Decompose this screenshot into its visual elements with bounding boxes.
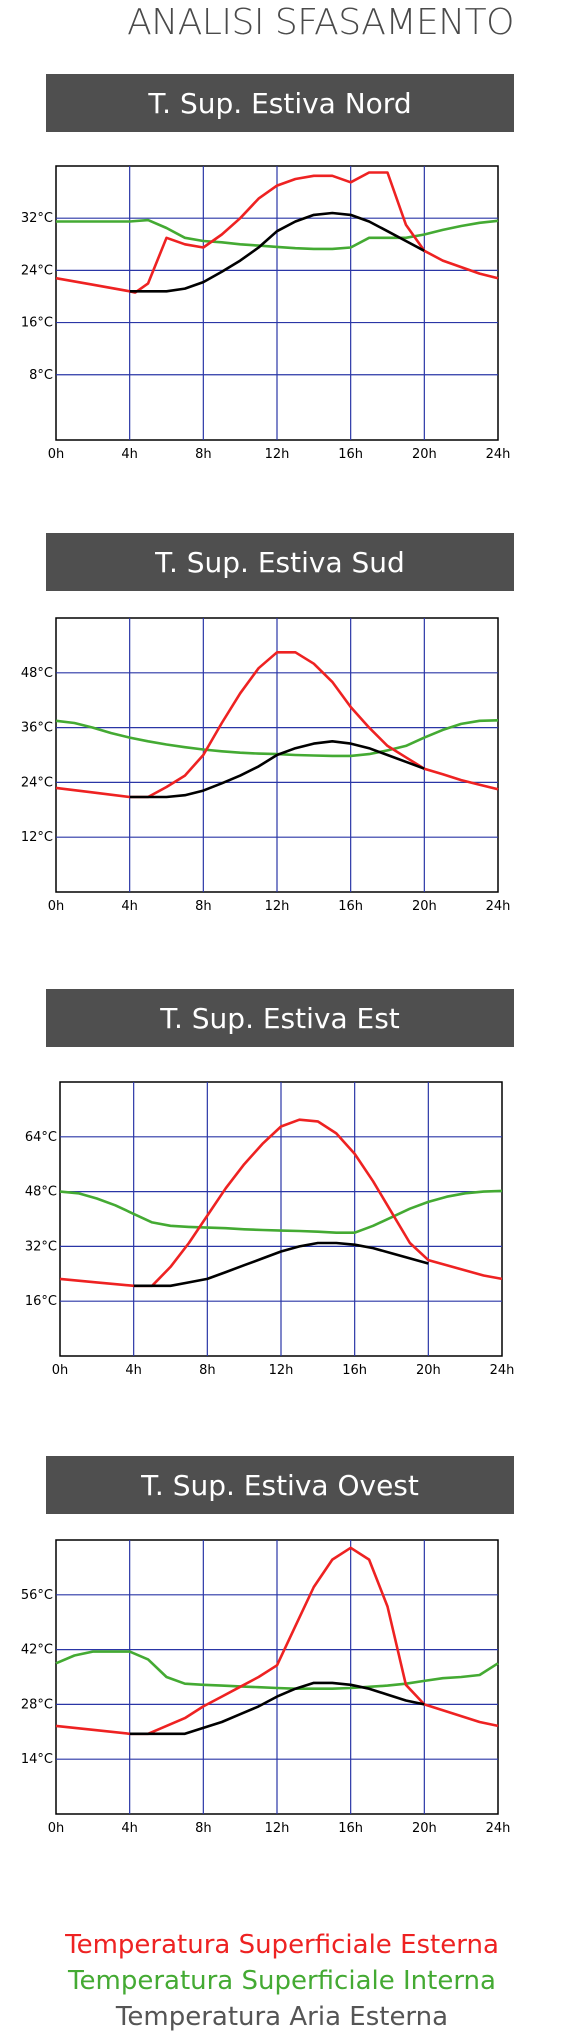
x-tick-label: 20h (412, 899, 437, 914)
x-tick-label: 4h (125, 1363, 142, 1378)
x-tick-label: 8h (195, 899, 212, 914)
x-tick-label: 0h (48, 899, 65, 914)
y-tick-label: 42°C (21, 1643, 53, 1658)
y-tick-label: 14°C (21, 1752, 53, 1767)
legend-item-external-air: Temperatura Aria Esterna (115, 2002, 449, 2032)
y-tick-label: 8°C (29, 368, 53, 383)
x-tick-label: 8h (195, 447, 212, 462)
series-line-temperatura-superficiale-interna (56, 218, 499, 251)
series-line-temperatura-superficiale-esterna (55, 171, 499, 294)
x-tick-label: 12h (269, 1363, 294, 1378)
chart-title-est: T. Sup. Estiva Est (46, 989, 514, 1047)
x-tick-label: 0h (48, 447, 65, 462)
chart-nord: 0h 4h 8h 12h 16h 20h 24h 8°C 16°C 24°C 32°C (21, 165, 511, 462)
x-tick-label: 24h (486, 1821, 511, 1836)
series-line-temperatura-aria-esterna (129, 1681, 425, 1736)
y-tick-label: 32°C (25, 1239, 57, 1254)
series-line-temperatura-aria-esterna (129, 740, 425, 799)
y-tick-label: 32°C (21, 211, 53, 226)
series-line-temperatura-aria-esterna (129, 211, 425, 293)
legend-item-internal-surface: Temperatura Superficiale Interna (68, 1966, 496, 1996)
y-tick-label: 36°C (21, 721, 53, 736)
x-tick-label: 20h (412, 447, 437, 462)
chart-sud: 0h 4h 8h 12h 16h 20h 24h 12°C 24°C 36°C 48°C (21, 617, 511, 914)
x-tick-label: 24h (486, 899, 511, 914)
x-tick-label: 16h (338, 899, 363, 914)
x-tick-label: 12h (265, 899, 290, 914)
x-tick-label: 20h (416, 1363, 441, 1378)
series-line-temperatura-superficiale-esterna (55, 650, 499, 799)
x-tick-label: 16h (338, 1821, 363, 1836)
y-tick-label: 48°C (25, 1185, 57, 1200)
series-line-temperatura-superficiale-interna (55, 1650, 499, 1690)
x-tick-label: 16h (338, 447, 363, 462)
y-tick-label: 24°C (21, 263, 53, 278)
series-line-temperatura-superficiale-esterna (59, 1118, 503, 1288)
chart-ovest: 0h 4h 8h 12h 16h 20h 24h 14°C 28°C 42°C 56°C (21, 1539, 511, 1836)
x-tick-label: 0h (52, 1363, 69, 1378)
x-tick-label: 4h (121, 447, 138, 462)
y-tick-label: 28°C (21, 1697, 53, 1712)
x-tick-label: 8h (199, 1363, 216, 1378)
series-line-temperatura-aria-esterna (133, 1241, 429, 1288)
x-tick-label: 0h (48, 1821, 65, 1836)
x-tick-label: 20h (412, 1821, 437, 1836)
y-tick-label: 24°C (21, 775, 53, 790)
x-tick-label: 4h (121, 1821, 138, 1836)
legend: Temperatura Superficiale Esterna Tempera… (0, 1927, 564, 2035)
x-tick-label: 4h (121, 899, 138, 914)
y-tick-label: 56°C (21, 1588, 53, 1603)
x-tick-label: 16h (342, 1363, 367, 1378)
chart-est: 0h 4h 8h 12h 16h 20h 24h 16°C 32°C 48°C 64°C (25, 1081, 515, 1378)
legend-item-external-surface: Temperatura Superficiale Esterna (65, 1930, 499, 1960)
y-tick-label: 48°C (21, 666, 53, 681)
series-line-temperatura-superficiale-esterna (55, 1546, 499, 1736)
y-tick-label: 12°C (21, 830, 53, 845)
page-title: ANALISI SFASAMENTO (127, 2, 514, 43)
y-tick-label: 16°C (25, 1294, 57, 1309)
chart-title-nord: T. Sup. Estiva Nord (46, 74, 514, 132)
x-tick-label: 12h (265, 447, 290, 462)
chart-title-sud: T. Sup. Estiva Sud (46, 533, 514, 591)
x-tick-label: 8h (195, 1821, 212, 1836)
x-tick-label: 24h (486, 447, 511, 462)
x-tick-label: 24h (490, 1363, 515, 1378)
y-tick-label: 16°C (21, 316, 53, 331)
chart-title-ovest: T. Sup. Estiva Ovest (46, 1456, 514, 1514)
y-tick-label: 64°C (25, 1130, 57, 1145)
x-tick-label: 12h (265, 1821, 290, 1836)
series-line-temperatura-superficiale-interna (59, 1189, 503, 1234)
